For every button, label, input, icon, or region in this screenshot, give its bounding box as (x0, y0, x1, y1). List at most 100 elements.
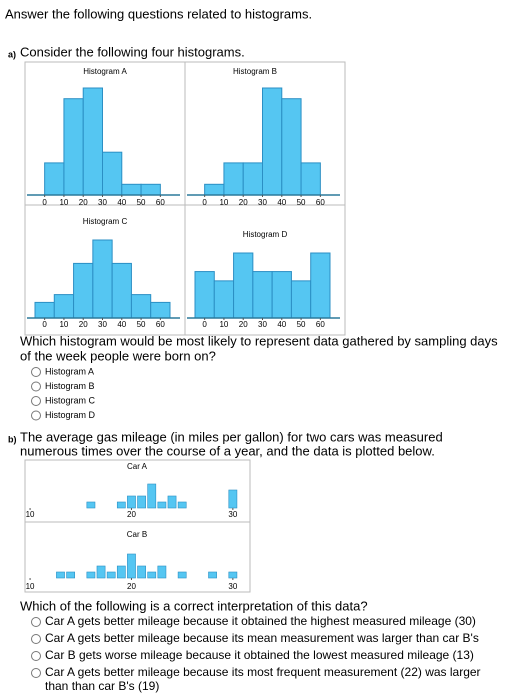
radio-button[interactable] (31, 381, 41, 392)
x-tick-label: 40 (277, 320, 286, 329)
bar (228, 489, 238, 509)
bar (127, 495, 136, 509)
option-label: Car A gets better mileage because its mo… (45, 665, 481, 679)
prompt: Consider the following four histograms. (20, 44, 245, 59)
bar (66, 571, 75, 579)
x-tick-label: 20 (79, 198, 88, 207)
x-tick-label: 50 (297, 320, 306, 329)
bar (111, 262, 132, 319)
x-tick-label: 30 (228, 510, 237, 519)
radio-button[interactable] (31, 410, 41, 421)
bar (150, 301, 171, 319)
radio-button[interactable] (31, 634, 41, 644)
part-label: b) (8, 434, 17, 444)
bar (127, 553, 136, 579)
bar (34, 301, 55, 319)
x-tick-label: 40 (117, 320, 126, 329)
bar (177, 571, 187, 579)
bar (204, 183, 225, 196)
bar (310, 252, 331, 319)
x-tick-label: 10 (26, 510, 35, 519)
bar (262, 87, 283, 196)
bar (252, 271, 273, 319)
bar (281, 98, 302, 196)
x-tick-label: 60 (316, 320, 325, 329)
option-label: Histogram A (45, 366, 94, 376)
bar (73, 262, 94, 319)
bar (290, 280, 312, 319)
x-tick-label: 0 (42, 320, 47, 329)
radio-button[interactable] (31, 367, 41, 377)
x-tick-label: 0 (42, 198, 47, 207)
bar (53, 294, 75, 319)
x-tick-label: 10 (219, 198, 228, 207)
bar (208, 571, 217, 579)
instruction: Answer the following questions related t… (5, 6, 312, 21)
x-tick-label: 30 (228, 582, 237, 591)
option-label: Histogram C (45, 395, 96, 405)
bar (271, 271, 292, 319)
x-tick-label: 10 (59, 198, 68, 207)
bar (63, 98, 84, 196)
x-tick-label: 60 (316, 198, 325, 207)
x-tick-label: 50 (297, 198, 306, 207)
x-tick-label: 10 (59, 320, 68, 329)
bar (130, 294, 152, 319)
prompt: numerous times over the course of a year… (20, 443, 435, 458)
radio-button[interactable] (31, 668, 41, 678)
bar (96, 565, 106, 579)
chart-title: Histogram A (83, 67, 127, 76)
bar (137, 495, 146, 509)
question: Which histogram would be most likely to … (20, 333, 498, 348)
radio-button[interactable] (31, 617, 41, 627)
chart-title: Car A (127, 462, 148, 471)
bar (137, 565, 146, 579)
chart-title: Car B (127, 530, 147, 539)
x-tick-label: 30 (258, 198, 267, 207)
x-tick-label: 20 (79, 320, 88, 329)
x-tick-label: 60 (156, 198, 165, 207)
car-frame (24, 459, 251, 593)
bar (194, 271, 215, 319)
bar (213, 280, 235, 319)
bar (86, 571, 96, 579)
chart-title: Histogram D (243, 230, 288, 239)
bar (44, 162, 65, 196)
x-tick-label: 30 (258, 320, 267, 329)
option-label: Histogram D (45, 410, 96, 420)
option-label: Car A gets better mileage because it obt… (45, 614, 476, 628)
x-tick-label: 60 (156, 320, 165, 329)
prompt: The average gas mileage (in miles per ga… (20, 429, 443, 444)
bar (167, 495, 177, 509)
bar (228, 571, 238, 579)
x-tick-label: 0 (202, 320, 207, 329)
bar (300, 162, 321, 196)
bar (116, 565, 126, 579)
x-tick-label: 30 (98, 198, 107, 207)
bar (56, 571, 65, 579)
x-tick-label: 20 (127, 582, 136, 591)
question: of the week people were born on? (20, 348, 216, 363)
x-tick-label: 20 (127, 510, 136, 519)
bar (147, 571, 157, 579)
x-tick-label: 40 (117, 198, 126, 207)
x-tick-label: 20 (239, 320, 248, 329)
option-label: Car B gets worse mileage because it obta… (45, 648, 474, 662)
radio-button[interactable] (31, 651, 41, 661)
x-tick-label: 50 (137, 198, 146, 207)
bar (116, 501, 126, 509)
bar (242, 162, 263, 196)
radio-button[interactable] (31, 396, 41, 406)
bar (157, 501, 167, 509)
bar (157, 565, 167, 579)
x-tick-label: 30 (98, 320, 107, 329)
x-tick-label: 40 (277, 198, 286, 207)
bar (233, 252, 254, 319)
part-label: a) (8, 49, 16, 59)
chart-title: Histogram B (233, 67, 277, 76)
bar (140, 183, 161, 196)
bar (92, 239, 113, 319)
bar (223, 162, 244, 196)
bar (82, 87, 104, 196)
